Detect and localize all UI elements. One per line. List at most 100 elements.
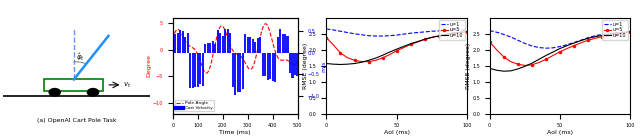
Line: u=10: u=10 (490, 32, 630, 71)
Line: u=5: u=5 (488, 31, 632, 66)
Bar (174, 34, 177, 53)
Pole Angle (169, 38, 177, 40)
u=1 (323, 28, 330, 30)
Line: u=10: u=10 (326, 32, 467, 65)
Bar (221, 36, 224, 53)
Text: (a) OpenAI Cart Pole Task: (a) OpenAI Cart Pole Task (37, 118, 116, 123)
Bar (177, 33, 179, 53)
u=5 (563, 48, 571, 49)
u=5 (323, 37, 330, 38)
Bar (239, 53, 241, 92)
Pole Angle (203, 72, 211, 74)
u=5 (358, 61, 365, 62)
u=5 (449, 32, 457, 34)
Bar (179, 30, 181, 53)
u=10 (598, 35, 606, 36)
Bar (191, 53, 194, 88)
Bar (224, 29, 227, 53)
u=5 (330, 44, 337, 46)
u=5 (521, 65, 529, 66)
u=5 (442, 34, 450, 35)
u=1 (414, 32, 422, 33)
Bar (262, 53, 264, 76)
u=10 (556, 48, 564, 49)
u=1 (535, 47, 543, 48)
Bar (246, 37, 249, 53)
Bar (194, 53, 196, 87)
Bar (184, 37, 186, 53)
Pole Angle (182, 41, 189, 42)
u=1 (486, 30, 493, 31)
u=5 (577, 42, 585, 44)
u=5 (400, 47, 408, 48)
u=5 (407, 44, 415, 45)
u=1 (521, 43, 529, 44)
Bar (291, 53, 294, 78)
Pole Angle (294, 60, 301, 62)
u=10 (507, 70, 515, 72)
u=1 (379, 35, 387, 37)
Bar (189, 53, 191, 88)
u=1 (351, 33, 358, 35)
u=1 (400, 33, 408, 35)
u=5 (570, 45, 578, 46)
u=10 (605, 33, 613, 35)
u=5 (591, 37, 599, 39)
Bar (271, 53, 274, 81)
u=1 (421, 31, 429, 33)
u=1 (570, 42, 578, 43)
u=5 (365, 61, 372, 62)
u=1 (507, 36, 515, 38)
Bar (209, 43, 211, 53)
Bar (289, 53, 291, 73)
Pole Angle (266, 33, 274, 34)
u=5 (584, 39, 592, 41)
Bar (294, 53, 296, 75)
u=1 (627, 31, 634, 32)
u=10 (500, 70, 508, 72)
u=10 (591, 36, 599, 38)
u=1 (556, 46, 564, 47)
u=1 (500, 34, 508, 35)
u=10 (421, 38, 429, 40)
Line: Pole Angle: Pole Angle (173, 24, 298, 73)
Text: $v_t$: $v_t$ (123, 81, 131, 90)
u=10 (337, 64, 344, 65)
u=5 (344, 57, 351, 59)
Pole Angle (224, 38, 232, 39)
u=10 (549, 51, 557, 53)
Bar (202, 53, 204, 86)
Bar (284, 34, 286, 53)
u=5 (486, 41, 493, 43)
Circle shape (49, 89, 60, 96)
u=10 (435, 35, 443, 37)
u=10 (393, 48, 401, 50)
u=1 (344, 32, 351, 33)
u=5 (456, 31, 464, 33)
u=1 (456, 29, 464, 31)
u=10 (456, 32, 464, 33)
Bar (182, 31, 184, 53)
Bar (172, 31, 174, 53)
u=1 (372, 35, 380, 37)
u=5 (549, 55, 557, 56)
u=5 (393, 50, 401, 52)
X-axis label: AoI (ms): AoI (ms) (547, 130, 573, 135)
u=1 (563, 44, 571, 45)
u=1 (514, 39, 522, 41)
u=5 (556, 51, 564, 52)
u=5 (435, 35, 443, 37)
Bar (266, 53, 269, 80)
u=10 (528, 62, 536, 64)
u=1 (449, 29, 457, 31)
Bar (216, 30, 219, 53)
Text: $\hat{\varphi}_t$: $\hat{\varphi}_t$ (76, 51, 85, 63)
u=1 (591, 35, 599, 37)
u=1 (393, 34, 401, 36)
u=5 (507, 61, 515, 62)
u=10 (535, 58, 543, 60)
Legend: Pole Angle, Cart Velocity: Pole Angle, Cart Velocity (175, 100, 214, 112)
u=10 (627, 31, 634, 33)
Pole Angle (262, 23, 269, 25)
Legend: u=1, u=5, u=10: u=1, u=5, u=10 (602, 20, 628, 40)
